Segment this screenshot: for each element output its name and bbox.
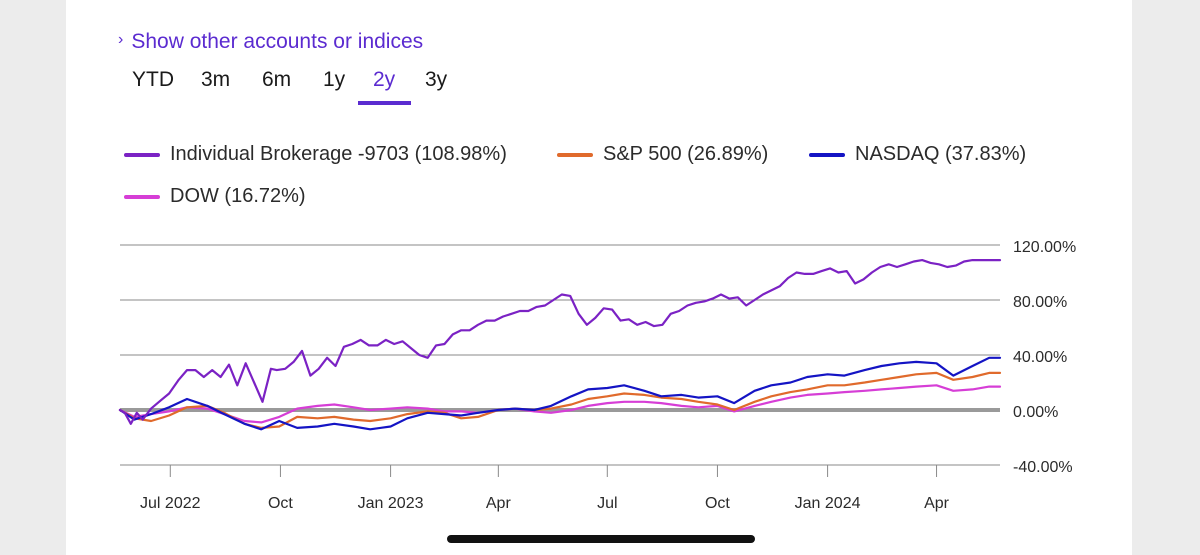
y-tick-label-4: -40.00% bbox=[1013, 459, 1073, 476]
y-tick-label-3: 0.00% bbox=[1013, 404, 1058, 421]
x-tick-label-2: Jan 2023 bbox=[358, 495, 424, 512]
series-line-dow bbox=[118, 384, 1002, 424]
series-line-sp500 bbox=[118, 371, 1002, 429]
chevron-right-icon: › bbox=[118, 31, 124, 48]
legend-swatch-sp500 bbox=[557, 152, 593, 157]
legend-item-brokerage: Individual Brokerage -9703 (108.98%) bbox=[124, 143, 507, 166]
y-tick-label-1: 80.00% bbox=[1013, 294, 1067, 311]
x-tick-label-3: Apr bbox=[486, 495, 512, 512]
x-tick-label-6: Jan 2024 bbox=[795, 495, 861, 512]
tab-3m[interactable]: 3m bbox=[201, 68, 231, 91]
tab-3y[interactable]: 3y bbox=[425, 68, 448, 91]
legend-item-sp500: S&P 500 (26.89%) bbox=[557, 143, 768, 166]
legend-swatch-dow bbox=[124, 194, 160, 199]
tab-6m[interactable]: 6m bbox=[262, 68, 292, 91]
x-tick-label-1: Oct bbox=[268, 495, 293, 512]
active-tab-underline bbox=[358, 101, 411, 105]
x-tick-label-5: Oct bbox=[705, 495, 730, 512]
x-tick-label-4: Jul bbox=[597, 495, 617, 512]
home-indicator bbox=[447, 535, 755, 543]
legend-label-sp500: S&P 500 (26.89%) bbox=[603, 143, 769, 165]
legend-item-dow: DOW (16.72%) bbox=[124, 185, 306, 208]
x-tick-label-7: Apr bbox=[924, 495, 950, 512]
tab-2y[interactable]: 2y bbox=[373, 68, 396, 91]
tab-1y[interactable]: 1y bbox=[323, 68, 346, 91]
y-tick-label-0: 120.00% bbox=[1013, 239, 1076, 256]
legend-swatch-nasdaq bbox=[809, 152, 845, 157]
legend-label-dow: DOW (16.72%) bbox=[170, 185, 306, 207]
x-tick-label-0: Jul 2022 bbox=[140, 495, 201, 512]
card bbox=[66, 0, 1132, 555]
tab-ytd[interactable]: YTD bbox=[132, 68, 174, 91]
legend-item-nasdaq: NASDAQ (37.83%) bbox=[809, 143, 1026, 166]
legend-label-nasdaq: NASDAQ (37.83%) bbox=[855, 143, 1027, 165]
series-line-brokerage bbox=[118, 259, 1002, 425]
legend-swatch-brokerage bbox=[124, 152, 160, 157]
series-line-nasdaq bbox=[118, 356, 1002, 431]
show-other-accounts-label: Show other accounts or indices bbox=[131, 30, 424, 53]
legend-label-brokerage: Individual Brokerage -9703 (108.98%) bbox=[170, 143, 507, 165]
show-other-accounts-toggle[interactable]: › Show other accounts or indices bbox=[118, 30, 423, 54]
y-tick-label-2: 40.00% bbox=[1013, 349, 1067, 366]
